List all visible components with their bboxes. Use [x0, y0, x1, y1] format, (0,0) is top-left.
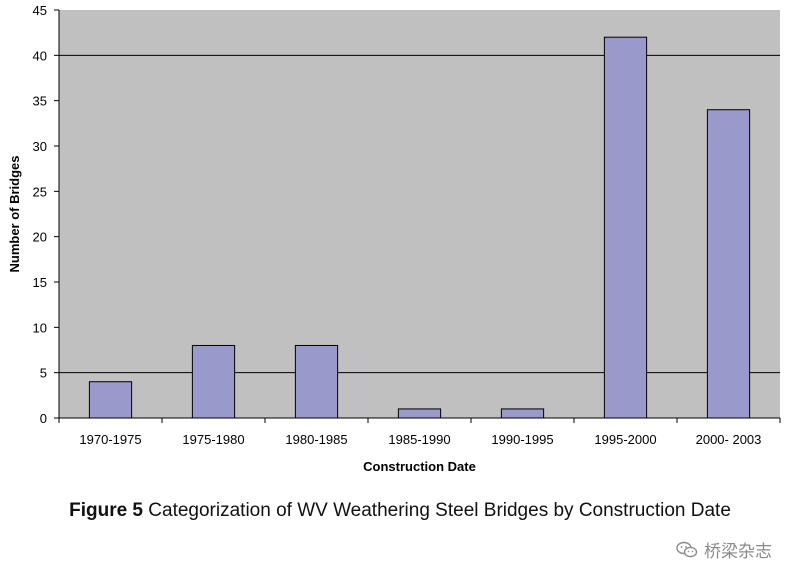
bar-1995-2000 — [603, 36, 648, 419]
y-tick-label: 5 — [40, 366, 47, 381]
figure-label: Figure 5 — [69, 500, 143, 521]
y-tick-label: 30 — [33, 139, 47, 154]
y-tick-labels: 0 5 10 15 20 25 30 35 40 45 — [33, 3, 47, 426]
gridlines — [59, 54, 780, 374]
axes — [54, 9, 781, 423]
bar-chart: 0 5 10 15 20 25 30 35 40 45 1970-1975 1975-1980 198… — [7, 3, 781, 474]
y-tick-label: 10 — [33, 320, 47, 335]
bar-1975-1980 — [191, 344, 236, 419]
x-tick-label: 1995-2000 — [594, 432, 656, 447]
x-tick-label: 1970-1975 — [79, 432, 141, 447]
watermark: 桥梁杂志 — [676, 537, 772, 562]
figure-caption-text: Categorization of WV Weathering Steel Br… — [143, 500, 731, 521]
bar-1990-1995 — [500, 408, 545, 419]
bar-1970-1975 — [88, 381, 133, 419]
bars — [88, 36, 751, 419]
y-tick-label: 40 — [33, 48, 47, 63]
y-tick-label: 45 — [33, 3, 47, 18]
y-tick-label: 15 — [33, 275, 47, 290]
y-tick-label: 25 — [33, 184, 47, 199]
y-tick-label: 20 — [33, 230, 47, 245]
bar-1980-1985 — [294, 344, 339, 419]
y-tick-label: 0 — [40, 411, 47, 426]
x-tick-label: 1985-1990 — [388, 432, 450, 447]
plot-area — [59, 10, 780, 418]
x-tick-label: 1990-1995 — [491, 432, 553, 447]
x-tick-label: 2000- 2003 — [696, 432, 762, 447]
x-tick-label: 1980-1985 — [285, 432, 347, 447]
x-tick-labels: 1970-1975 1975-1980 1980-1985 1985-1990 1990… — [79, 432, 761, 447]
figure-caption: Figure 5 Categorization of WV Weathering… — [0, 500, 800, 522]
y-axis-title: Number of Bridges — [7, 155, 22, 272]
x-tick-label: 1975-1980 — [182, 432, 244, 447]
wechat-icon — [676, 541, 698, 559]
bar-1985-1990 — [397, 408, 442, 419]
x-axis-title: Construction Date — [363, 459, 476, 474]
bar-2000-2003 — [706, 109, 751, 419]
watermark-text: 桥梁杂志 — [704, 542, 772, 561]
y-tick-label: 35 — [33, 94, 47, 109]
